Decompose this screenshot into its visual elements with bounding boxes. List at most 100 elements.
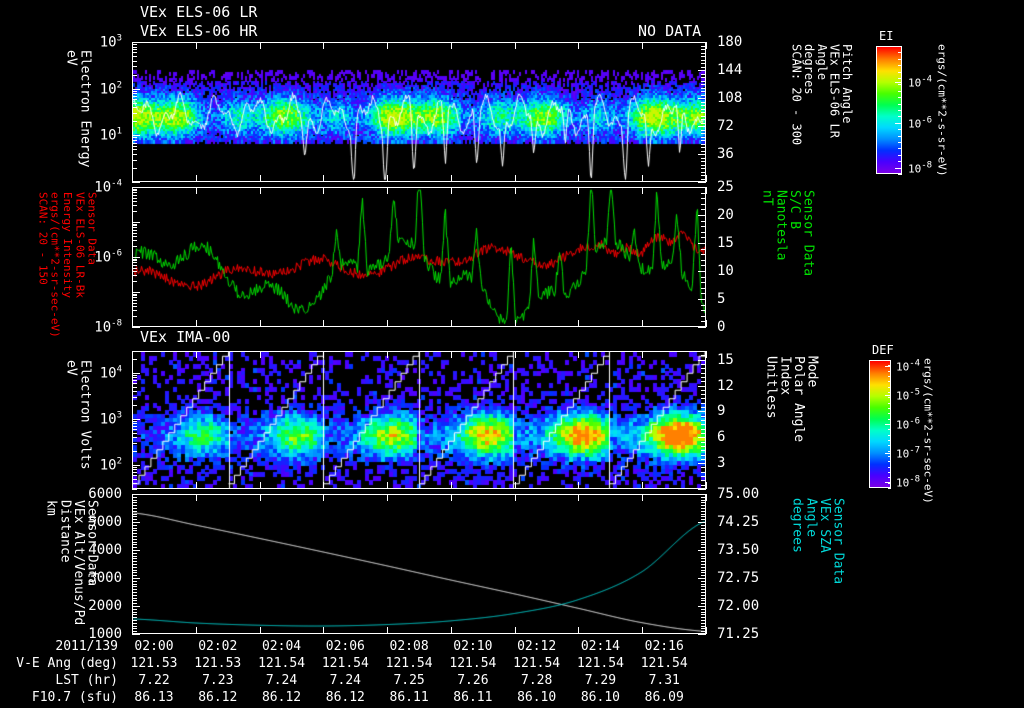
axis-tick-mark — [132, 190, 137, 191]
x-axis-tick — [132, 494, 133, 501]
axis-tick-mark — [132, 600, 137, 601]
axis-tick-mark — [701, 403, 706, 404]
x-axis-tick — [706, 187, 707, 194]
x-axis-tick — [323, 175, 324, 182]
axis-tick-mark — [132, 205, 137, 206]
axis-tick-mark — [888, 477, 891, 478]
axis-tick-mark — [132, 195, 137, 196]
axis-tick-label: 4000 — [88, 542, 122, 558]
axis-tick-mark — [132, 505, 137, 506]
axis-tick-mark — [888, 381, 891, 382]
axis-tick-mark — [132, 275, 137, 276]
x-axis-tick — [196, 187, 197, 194]
x-axis-tick — [260, 187, 261, 194]
axis-tick-mark — [701, 505, 706, 506]
axis-tick-mark — [701, 288, 706, 289]
axis-tick-mark — [132, 584, 137, 585]
axis-tick-mark — [132, 240, 137, 241]
axis-tick-label: 20 — [717, 207, 734, 223]
bottom-cell-ve_ang: 121.54 — [640, 656, 688, 671]
bottom-cell-lst: 7.24 — [329, 673, 361, 688]
axis-tick-mark — [701, 450, 706, 451]
axis-tick-mark — [898, 72, 902, 73]
bottom-cell-time: 02:16 — [644, 639, 684, 654]
panel3-plot-frame — [132, 351, 706, 489]
axis-tick-mark — [132, 265, 137, 266]
axis-tick-mark — [888, 360, 891, 361]
axis-tick-mark — [701, 446, 706, 447]
axis-tick-mark — [698, 154, 706, 155]
x-axis-tick — [387, 482, 388, 489]
axis-tick-mark — [132, 268, 137, 269]
bottom-cell-ve_ang: 121.53 — [130, 656, 178, 671]
bottom-cell-f107: 86.11 — [453, 690, 493, 705]
axis-tick-mark — [701, 623, 706, 624]
axis-tick-mark — [132, 103, 137, 104]
axis-tick-mark — [701, 209, 706, 210]
axis-tick-mark — [701, 310, 706, 311]
x-axis-tick — [578, 42, 579, 49]
axis-tick-mark — [132, 146, 137, 147]
axis-tick-mark — [701, 424, 706, 425]
axis-tick-mark — [132, 426, 137, 427]
axis-tick-mark — [701, 433, 706, 434]
axis-tick-mark — [132, 500, 137, 501]
x-axis-tick — [387, 494, 388, 501]
axis-tick-mark — [698, 42, 706, 43]
bottom-cell-time: 02:08 — [389, 639, 429, 654]
axis-tick-mark — [701, 277, 706, 278]
axis-tick-mark — [701, 547, 706, 548]
axis-tick-mark — [132, 586, 137, 587]
x-axis-tick — [578, 320, 579, 327]
axis-tick-mark — [701, 514, 706, 515]
panel4-plot-frame — [132, 494, 706, 634]
axis-tick-mark — [701, 105, 706, 106]
axis-tick-mark — [132, 575, 137, 576]
axis-tick-mark — [895, 82, 902, 83]
axis-tick-mark — [701, 603, 706, 604]
panel2-right-axis-label: Sensor Data S/C B Nanotesla nT — [759, 190, 816, 277]
x-axis-tick — [451, 482, 452, 489]
panel1-y-axis-label: Electron Energy eV — [63, 50, 93, 168]
time-axis-tick — [132, 627, 133, 634]
panel2-plot-frame — [132, 187, 706, 327]
x-axis-tick — [578, 482, 579, 489]
axis-tick-mark — [132, 433, 137, 434]
axis-tick-mark — [701, 147, 706, 148]
x-axis-tick — [642, 351, 643, 358]
axis-tick-mark — [132, 75, 137, 76]
axis-tick-mark — [132, 502, 137, 503]
axis-tick-label: 36 — [717, 146, 734, 162]
axis-tick-mark — [132, 236, 137, 237]
axis-tick-mark — [132, 467, 137, 468]
axis-tick-mark — [888, 461, 891, 462]
axis-tick-mark — [132, 530, 137, 531]
axis-tick-mark — [132, 310, 137, 311]
axis-tick-mark — [701, 109, 706, 110]
axis-tick-mark — [701, 592, 706, 593]
axis-tick-mark — [132, 189, 137, 190]
axis-tick-mark — [132, 465, 140, 466]
axis-tick-mark — [132, 539, 137, 540]
axis-tick-mark — [898, 161, 902, 162]
axis-tick-mark — [701, 586, 706, 587]
time-axis-tick — [578, 627, 579, 634]
axis-tick-mark — [698, 386, 706, 387]
axis-tick-mark — [132, 634, 140, 635]
axis-tick-label: 1000 — [88, 626, 122, 642]
bottom-cell-ve_ang: 121.54 — [449, 656, 497, 671]
axis-tick-mark — [701, 558, 706, 559]
time-axis-tick — [323, 627, 324, 634]
axis-tick-mark — [132, 391, 137, 392]
axis-tick-mark — [898, 142, 902, 143]
axis-tick-label: 108 — [717, 90, 743, 106]
x-axis-tick — [515, 175, 516, 182]
axis-tick-mark — [888, 376, 891, 377]
axis-tick-mark — [698, 98, 706, 99]
axis-tick-mark — [132, 44, 137, 45]
axis-tick-mark — [132, 49, 137, 50]
axis-tick-label: 71.25 — [717, 626, 760, 642]
axis-tick-mark — [132, 437, 137, 438]
axis-tick-mark — [132, 570, 137, 571]
axis-tick-mark — [132, 66, 137, 67]
